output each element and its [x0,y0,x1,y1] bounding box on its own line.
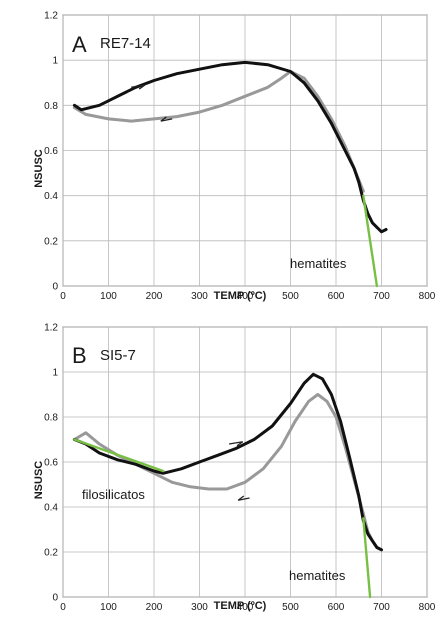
sample-label-b: SI5-7 [100,347,136,364]
grid-a [62,14,428,287]
y-axis-label-a: NSUSC [33,149,45,188]
y-tick-label-b-1: 0.2 [44,548,58,559]
direction-arrow-a-1 [160,116,173,122]
x-tick-label-b-4: 400 [237,602,254,613]
grid-b [62,326,428,598]
tick-labels-b: 0 100 200 300 400 500 600 700 800 0 0.2 0.4 0.6 0.8 1 1… [44,323,436,614]
x-tick-label-a-4: 400 [237,291,254,302]
y-tick-label-a-0: 0 [52,282,58,293]
direction-arrow-a-0 [131,84,146,90]
panel-letter-a: A [72,32,87,57]
y-tick-label-a-4: 0.8 [44,101,58,112]
heating-curve-b [72,372,383,552]
hematite-fit-curve-a [362,194,379,288]
sample-label-a: RE7-14 [100,35,151,52]
y-tick-label-b-2: 0.4 [44,503,58,514]
panel-b: 0 100 200 300 400 500 600 700 800 0 0.2 0.4 0.6 0.8 1 1… [33,323,436,614]
annotation-hematites-b: hematites [289,568,346,583]
x-tick-label-b-0: 0 [60,602,66,613]
x-tick-label-b-6: 600 [328,602,345,613]
y-tick-label-b-4: 0.8 [44,413,58,424]
cooling-curve-a [72,70,365,193]
x-tick-label-a-3: 300 [191,291,208,302]
x-tick-label-b-5: 500 [282,602,299,613]
x-tick-label-b-8: 800 [419,602,436,613]
annotation-filosilicatos-b: filosilicatos [82,487,145,502]
y-tick-label-a-1: 0.2 [44,236,58,247]
tick-labels-a: 0 100 200 300 400 500 600 700 800 0 0.2 0.4 0.6 0.8 1 1… [44,11,436,303]
filosilicatos-fit-curve-b [73,438,165,473]
x-tick-label-b-2: 200 [146,602,163,613]
x-tick-label-a-8: 800 [419,291,436,302]
x-tick-label-b-1: 100 [100,602,117,613]
series-a [72,60,388,288]
x-tick-label-b-3: 300 [191,602,208,613]
series-b [72,372,383,599]
x-tick-label-a-5: 500 [282,291,299,302]
x-tick-label-b-7: 700 [373,602,390,613]
y-axis-label-b: NSUSC [33,461,45,500]
x-axis-label-a: TEMP (ºC) [214,290,267,302]
hematite-fit-curve-b [362,517,372,599]
y-tick-label-b-3: 0.6 [44,458,58,469]
x-tick-label-a-2: 200 [146,291,163,302]
x-tick-label-a-7: 700 [373,291,390,302]
panel-letter-b: B [72,343,87,368]
y-tick-label-a-3: 0.6 [44,146,58,157]
y-tick-label-a-2: 0.4 [44,191,58,202]
direction-arrow-b-0 [228,441,244,447]
panel-a: 0 100 200 300 400 500 600 700 800 0 0.2 0.4 0.6 0.8 1 1… [33,11,436,303]
y-tick-label-b-0: 0 [52,593,58,604]
y-tick-label-a-5: 1 [52,56,58,67]
y-tick-label-b-6: 1.2 [44,323,58,334]
x-tick-label-a-0: 0 [60,291,66,302]
x-axis-label-b: TEMP (ºC) [214,600,267,612]
y-tick-label-b-5: 1 [52,368,58,379]
annotation-hematites-a: hematites [290,256,347,271]
direction-arrow-b-1 [237,495,250,501]
heating-curve-a [72,60,388,234]
x-tick-label-a-6: 600 [328,291,345,302]
x-tick-label-a-1: 100 [100,291,117,302]
y-tick-label-a-6: 1.2 [44,11,58,22]
